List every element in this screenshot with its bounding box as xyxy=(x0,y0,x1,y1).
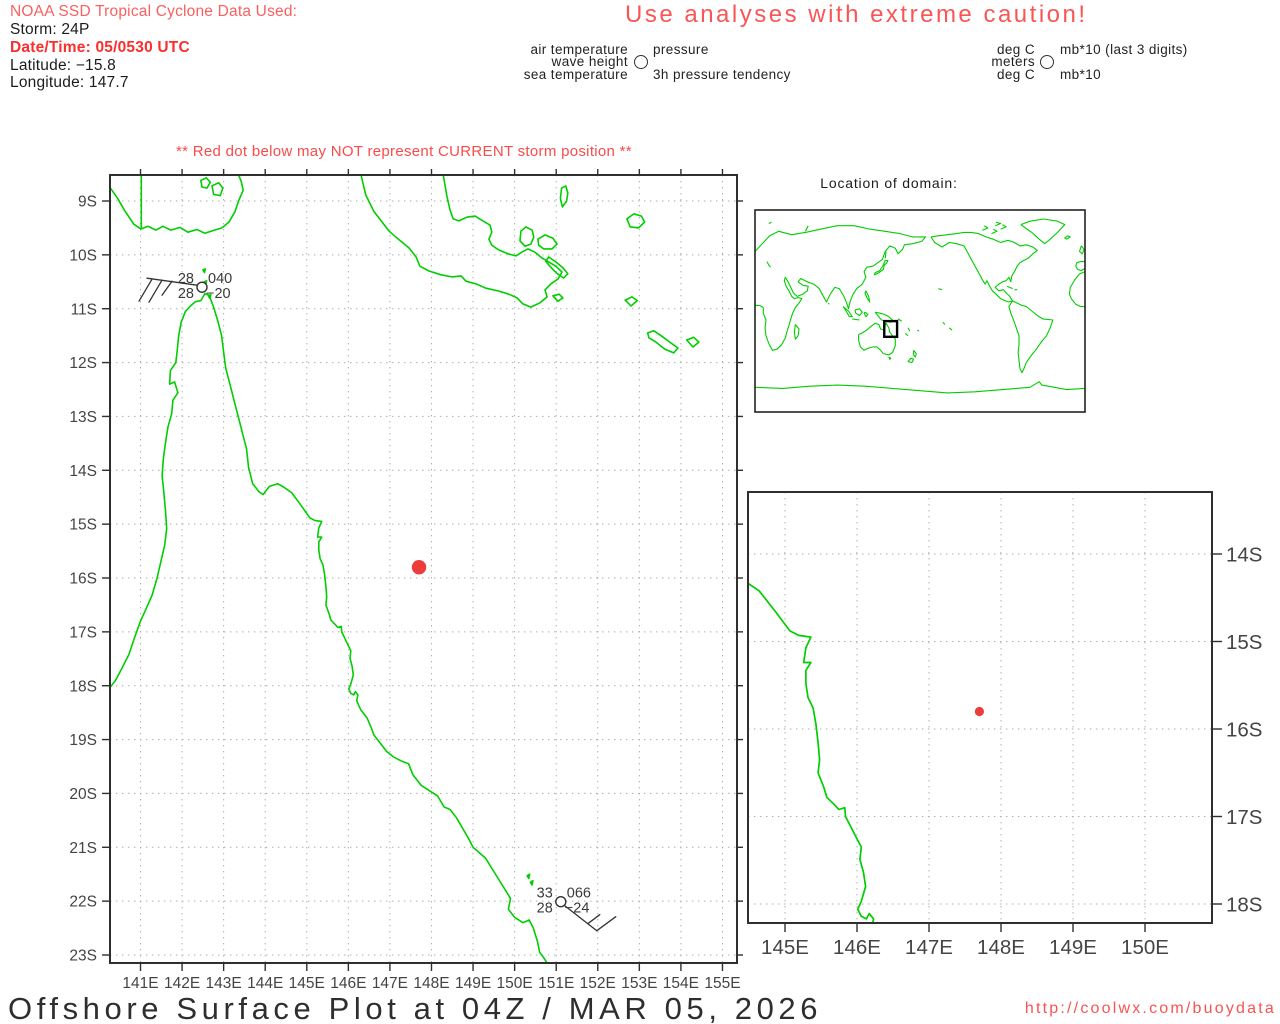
main-lat-tick-label: 22S xyxy=(69,894,97,911)
main-lat-tick-label: 20S xyxy=(69,786,97,803)
station-pressure-tendency: −24 xyxy=(565,901,590,917)
main-lat-tick-label: 16S xyxy=(69,571,97,588)
world-inset-title: Location of domain: xyxy=(820,175,958,191)
main-lon-tick-label: 143E xyxy=(206,975,242,992)
legend-air-temperature-units: deg C xyxy=(996,42,1035,57)
legend-sea-temperature-label: sea temperature xyxy=(523,67,628,82)
main-lat-tick-label: 9S xyxy=(78,194,97,211)
main-lon-tick-label: 147E xyxy=(372,975,408,992)
main-lat-tick-label: 14S xyxy=(69,463,97,480)
main-lon-tick-label: 151E xyxy=(538,975,574,992)
inset-lon-tick-label: 149E xyxy=(1049,936,1097,959)
source-url: http://coolwx.com/buoydata xyxy=(1024,1000,1276,1017)
world-map-frame xyxy=(754,209,1086,413)
inset-map-layers xyxy=(748,492,1212,923)
station-pressure: 066 xyxy=(567,886,591,902)
main-lon-tick-label: 152E xyxy=(580,975,616,992)
station-sea-temperature: 28 xyxy=(537,901,553,917)
main-lat-tick-label: 23S xyxy=(69,948,97,965)
inset-lon-tick-label: 148E xyxy=(977,936,1025,959)
world-map-layers xyxy=(755,218,1085,394)
station-sea-temperature: 28 xyxy=(178,286,194,302)
station-air-temperature: 33 xyxy=(537,886,553,902)
inset-lat-tick-label: 18S xyxy=(1226,893,1262,916)
inset-axis-ticks xyxy=(784,553,1222,932)
main-axis-labels: 141E 142E 143E 144E 145E 146E 147E 148E 149E 150E… xyxy=(69,194,740,992)
storm-position-warning: ** Red dot below may NOT represent CURRE… xyxy=(176,143,632,160)
main-lon-tick-label: 141E xyxy=(122,975,158,992)
header-storm-id: Storm: 24P xyxy=(10,21,90,38)
main-lat-tick-label: 11S xyxy=(71,301,97,318)
station-air-temperature: 28 xyxy=(178,271,194,287)
legend-pressure-label: pressure xyxy=(653,42,709,57)
main-lat-tick-label: 21S xyxy=(69,840,97,857)
main-lat-tick-label: 18S xyxy=(69,678,97,695)
main-lon-tick-label: 142E xyxy=(164,975,200,992)
station-pressure-tendency: −20 xyxy=(206,286,231,302)
legend-wave-height-label: wave height xyxy=(551,54,628,69)
main-map-frame xyxy=(109,174,738,964)
domain-location-box xyxy=(883,319,899,339)
main-lon-tick-label: 154E xyxy=(663,975,699,992)
main-lon-tick-label: 146E xyxy=(330,975,366,992)
station-model-1: 28 040 28 −20 xyxy=(138,271,232,303)
plot-title: Offshore Surface Plot at 04Z / MAR 05, 2… xyxy=(8,991,823,1024)
wind-barb-icon xyxy=(564,905,617,932)
inset-lon-tick-label: 150E xyxy=(1121,936,1169,959)
main-lon-tick-label: 144E xyxy=(247,975,283,992)
main-gridlines xyxy=(110,175,737,963)
inset-map-frame xyxy=(747,491,1213,924)
legend-pressure-tendency-label: 3h pressure tendency xyxy=(653,67,791,82)
storm-position-dot-inset xyxy=(974,706,985,717)
main-lon-tick-label: 145E xyxy=(289,975,325,992)
legend-sea-temperature-units: deg C xyxy=(996,67,1035,82)
inset-coastlines xyxy=(748,582,875,923)
header-source-line: NOAA SSD Tropical Cyclone Data Used: xyxy=(10,3,298,20)
main-lon-tick-label: 150E xyxy=(497,975,533,992)
legend-wave-height-units: meters xyxy=(991,54,1035,69)
main-lon-tick-label: 153E xyxy=(621,975,657,992)
main-lat-tick-label: 15S xyxy=(69,517,97,534)
main-coastlines xyxy=(110,175,700,963)
header-longitude: Longitude: 147.7 xyxy=(10,74,129,91)
inset-lon-tick-label: 145E xyxy=(761,936,809,959)
station-model-circle-icon xyxy=(634,55,648,69)
main-lat-tick-label: 10S xyxy=(69,247,97,264)
main-lat-tick-label: 17S xyxy=(69,624,97,641)
station-circle-icon xyxy=(555,896,567,908)
inset-lon-tick-label: 146E xyxy=(833,936,881,959)
header-datetime: Date/Time: 05/0530 UTC xyxy=(10,39,190,56)
main-lon-tick-label: 155E xyxy=(704,975,740,992)
legend-air-temperature-label: air temperature xyxy=(530,42,628,57)
station-model-circle-icon xyxy=(1040,55,1054,69)
inset-axis-labels: 145E 146E 147E 148E 149E 150E 14S 15S 16S 17S 18S xyxy=(761,543,1262,959)
main-map-layers xyxy=(110,175,737,963)
storm-position-dot-main xyxy=(411,560,427,575)
main-lat-tick-label: 12S xyxy=(69,355,97,372)
station-pressure: 040 xyxy=(208,271,232,287)
caution-banner: Use analyses with extreme caution! xyxy=(625,1,1088,28)
main-lon-tick-label: 148E xyxy=(413,975,449,992)
main-lat-tick-label: 19S xyxy=(69,732,97,749)
inset-lat-tick-label: 17S xyxy=(1226,806,1262,829)
inset-lat-tick-label: 14S xyxy=(1226,543,1262,566)
inset-lat-tick-label: 16S xyxy=(1226,718,1262,741)
header-latitude: Latitude: −15.8 xyxy=(10,57,116,74)
station-model-2: 33 066 28 −24 xyxy=(537,886,617,932)
inset-lat-tick-label: 15S xyxy=(1226,631,1262,654)
main-lon-tick-label: 149E xyxy=(455,975,491,992)
wind-barb-icon xyxy=(138,277,198,303)
world-coastlines xyxy=(755,218,1085,394)
station-circle-icon xyxy=(196,281,208,293)
main-axis-ticks xyxy=(102,169,743,971)
legend-pressure-tendency-units: mb*10 xyxy=(1060,67,1102,82)
main-lat-tick-label: 13S xyxy=(69,409,97,426)
legend-pressure-units: mb*10 (last 3 digits) xyxy=(1060,42,1188,57)
inset-lon-tick-label: 147E xyxy=(905,936,953,959)
